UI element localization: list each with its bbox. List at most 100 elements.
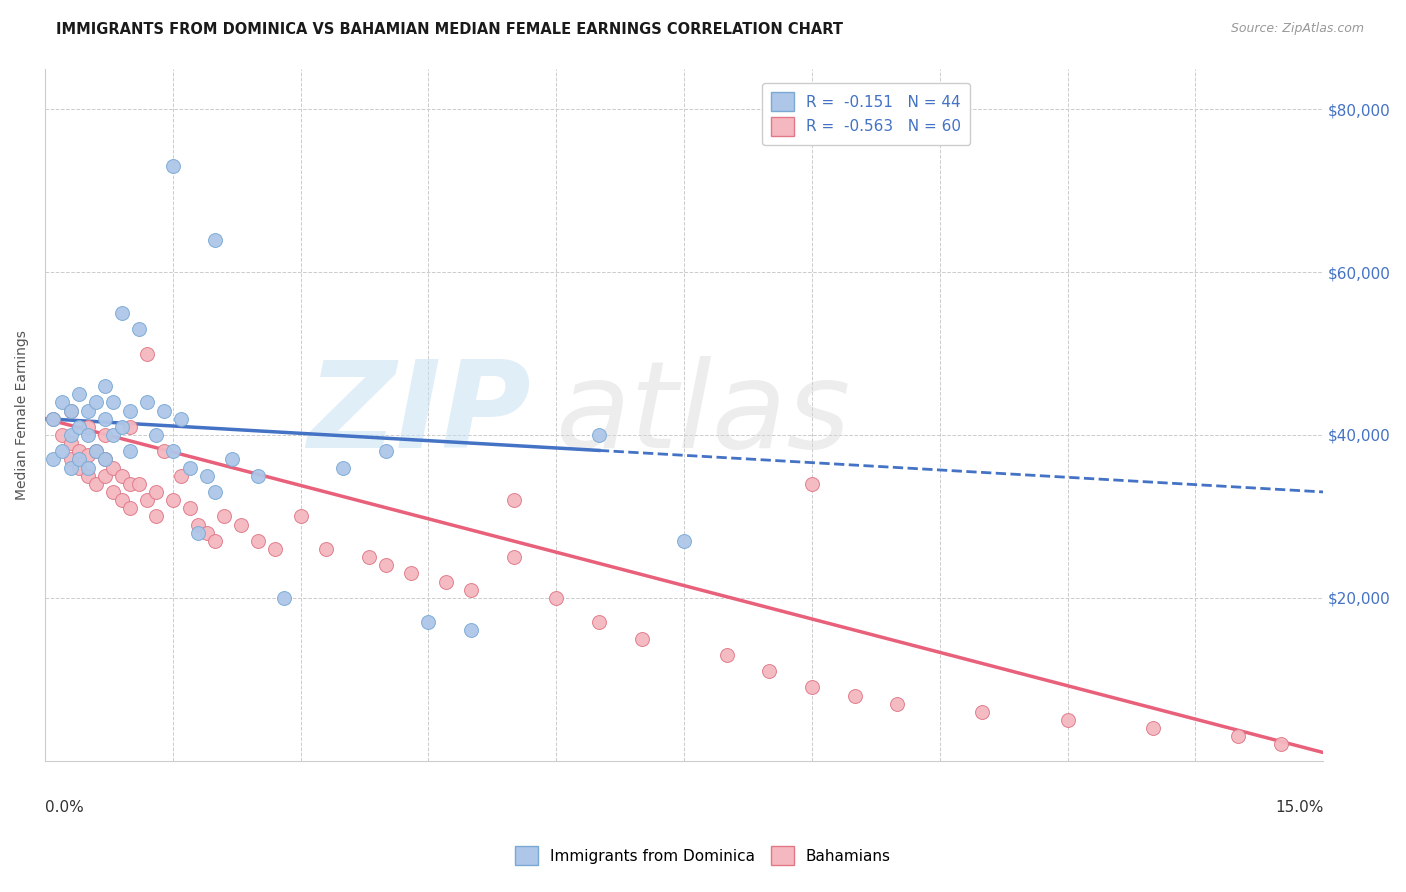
Point <box>59 436 82 450</box>
Text: atlas: atlas <box>557 356 852 473</box>
Point <box>502 550 524 565</box>
Point <box>204 485 226 500</box>
Point <box>84 444 107 458</box>
Point <box>51 444 73 458</box>
Point <box>229 517 252 532</box>
Point <box>401 566 423 581</box>
Point <box>204 233 226 247</box>
Point <box>170 468 193 483</box>
Point <box>434 574 457 589</box>
Point <box>67 419 90 434</box>
Point <box>1227 729 1250 743</box>
Point <box>59 403 82 417</box>
Point <box>59 428 82 442</box>
Point <box>179 460 201 475</box>
Point <box>93 428 115 442</box>
Point <box>93 468 115 483</box>
Point <box>758 664 780 678</box>
Point <box>120 444 142 458</box>
Point <box>67 460 90 475</box>
Point <box>1056 713 1078 727</box>
Point <box>120 419 142 434</box>
Point <box>67 387 90 401</box>
Point <box>42 452 65 467</box>
Text: ZIP: ZIP <box>307 356 530 473</box>
Point <box>42 411 65 425</box>
Text: 15.0%: 15.0% <box>1275 799 1323 814</box>
Point <box>460 624 482 638</box>
Point <box>145 485 167 500</box>
Point <box>42 411 65 425</box>
Point <box>76 468 98 483</box>
Point <box>59 403 82 417</box>
Point <box>76 448 98 462</box>
Point <box>59 452 82 467</box>
Legend: R =  -0.151   N = 44, R =  -0.563   N = 60: R = -0.151 N = 44, R = -0.563 N = 60 <box>762 83 970 145</box>
Point <box>1142 721 1164 735</box>
Point <box>153 403 176 417</box>
Point <box>204 533 226 548</box>
Point <box>76 460 98 475</box>
Point <box>93 452 115 467</box>
Point <box>145 509 167 524</box>
Y-axis label: Median Female Earnings: Median Female Earnings <box>15 330 30 500</box>
Point <box>111 306 134 320</box>
Point <box>162 444 184 458</box>
Point <box>67 452 90 467</box>
Point <box>221 452 243 467</box>
Point <box>418 615 440 630</box>
Point <box>374 558 396 573</box>
Point <box>247 533 270 548</box>
Point <box>84 444 107 458</box>
Point <box>273 591 295 605</box>
Point <box>264 541 287 556</box>
Text: 0.0%: 0.0% <box>45 799 84 814</box>
Point <box>93 452 115 467</box>
Point <box>195 468 218 483</box>
Point <box>128 322 150 336</box>
Point <box>93 379 115 393</box>
Point <box>101 395 124 409</box>
Point <box>162 493 184 508</box>
Point <box>170 411 193 425</box>
Point <box>120 476 142 491</box>
Point <box>588 428 610 442</box>
Point <box>673 533 696 548</box>
Point <box>357 550 380 565</box>
Point <box>67 444 90 458</box>
Point <box>844 689 866 703</box>
Point <box>546 591 568 605</box>
Legend: Immigrants from Dominica, Bahamians: Immigrants from Dominica, Bahamians <box>509 840 897 871</box>
Point <box>76 403 98 417</box>
Point <box>502 493 524 508</box>
Point <box>800 681 823 695</box>
Point <box>51 428 73 442</box>
Point <box>187 525 209 540</box>
Point <box>153 444 176 458</box>
Point <box>136 346 159 360</box>
Point <box>332 460 354 475</box>
Point <box>136 395 159 409</box>
Point <box>120 403 142 417</box>
Point <box>1270 738 1292 752</box>
Point <box>136 493 159 508</box>
Point <box>588 615 610 630</box>
Point <box>101 428 124 442</box>
Point <box>93 411 115 425</box>
Point <box>101 485 124 500</box>
Text: Source: ZipAtlas.com: Source: ZipAtlas.com <box>1230 22 1364 36</box>
Point <box>630 632 652 646</box>
Point <box>716 648 738 662</box>
Point <box>972 705 994 719</box>
Point <box>195 525 218 540</box>
Point <box>111 419 134 434</box>
Point <box>460 582 482 597</box>
Point <box>374 444 396 458</box>
Point <box>800 476 823 491</box>
Point <box>128 476 150 491</box>
Point <box>247 468 270 483</box>
Point <box>76 419 98 434</box>
Point <box>886 697 908 711</box>
Point <box>187 517 209 532</box>
Point <box>101 460 124 475</box>
